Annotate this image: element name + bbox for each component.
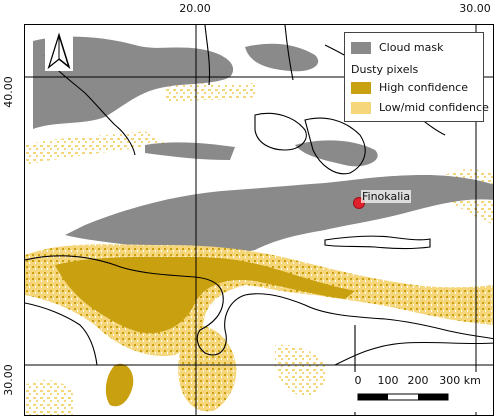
scale-bar-graphic xyxy=(357,393,449,401)
legend-row-low: Low/mid confidence xyxy=(351,101,489,114)
legend-dust-heading: Dusty pixels xyxy=(351,63,419,76)
low-confidence-swatch xyxy=(351,101,371,114)
scale-label-200: 200 xyxy=(407,374,429,387)
lon-label-20: 20.00 xyxy=(179,2,211,15)
legend-heading: Dusty pixels xyxy=(351,63,418,76)
legend-row-cloud: Cloud mask xyxy=(351,41,443,54)
legend-low-label: Low/mid confidence xyxy=(379,101,489,114)
scale-label-100: 100 xyxy=(377,374,399,387)
scale-label-0: 0 xyxy=(354,374,362,387)
legend-cloud-label: Cloud mask xyxy=(379,41,444,54)
legend-row-high: High confidence xyxy=(351,81,468,94)
lat-label-40: 40.00 xyxy=(2,76,15,108)
north-arrow-icon xyxy=(45,31,73,71)
map-canvas xyxy=(25,25,493,415)
high-confidence-swatch xyxy=(351,81,371,94)
lon-label-30: 30.00 xyxy=(459,2,491,15)
legend-high-label: High confidence xyxy=(379,81,468,94)
site-label: Finokalia xyxy=(361,190,412,203)
scale-bar: 0 100 200 300 km xyxy=(350,372,490,412)
cloud-swatch xyxy=(351,41,371,54)
map-legend: Cloud mask Dusty pixels High confidence … xyxy=(344,32,489,122)
lat-label-30: 30.00 xyxy=(2,364,15,396)
scale-label-300: 300 km xyxy=(439,374,481,387)
